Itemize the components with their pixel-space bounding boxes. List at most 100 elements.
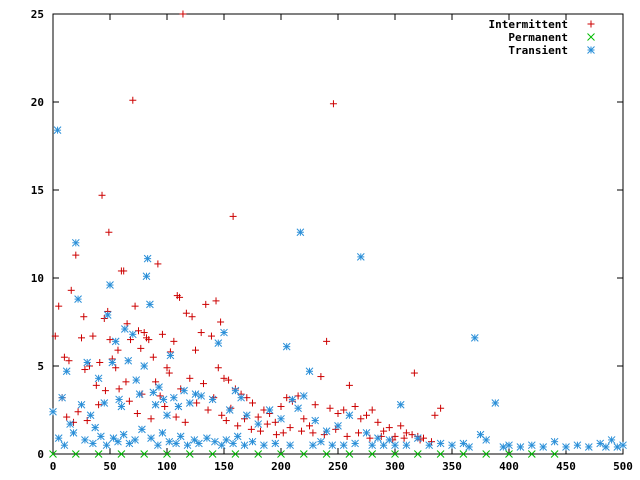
transient-point — [163, 411, 171, 420]
intermittent-point — [397, 422, 405, 430]
transient-point — [180, 386, 188, 395]
intermittent-point — [131, 302, 139, 310]
transient-point — [322, 427, 331, 435]
permanent-point — [459, 450, 468, 458]
transient-point — [71, 238, 80, 247]
transient-point — [368, 441, 377, 450]
intermittent-point — [145, 336, 153, 344]
intermittent-point — [140, 329, 148, 337]
transient-point — [550, 437, 559, 446]
transient-point — [119, 430, 128, 439]
intermittent-point — [300, 415, 308, 423]
intermittent-point — [272, 431, 280, 439]
intermittent-point — [380, 427, 388, 435]
transient-point — [115, 395, 123, 404]
permanent-point — [117, 450, 126, 458]
x-tick-label: 250 — [328, 460, 348, 473]
legend-marker — [587, 46, 595, 54]
transient-point — [155, 383, 163, 391]
transient-point — [231, 386, 240, 395]
intermittent-point — [283, 394, 291, 402]
intermittent-point — [363, 411, 370, 419]
intermittent-point — [207, 332, 215, 340]
intermittent-point — [137, 344, 145, 352]
intermittent-point — [122, 378, 130, 386]
x-tick-label: 150 — [214, 460, 234, 473]
intermittent-point — [279, 429, 287, 437]
permanent-point — [71, 450, 80, 458]
transient-point — [120, 325, 129, 333]
intermittent-point — [179, 10, 187, 18]
intermittent-point — [355, 429, 363, 437]
intermittent-point — [400, 434, 408, 442]
intermittent-point — [340, 406, 348, 414]
intermittent-point — [51, 332, 59, 340]
intermittent-point — [254, 413, 262, 421]
transient-point — [516, 443, 525, 451]
intermittent-point — [120, 267, 128, 275]
transient-point — [396, 400, 405, 409]
transient-point — [607, 436, 616, 444]
intermittent-point — [374, 418, 382, 426]
transient-point — [391, 441, 399, 450]
transient-point — [159, 395, 168, 404]
intermittent-point — [427, 438, 435, 446]
legend-marker — [587, 33, 595, 41]
transient-point — [229, 439, 237, 448]
transient-point — [54, 434, 63, 443]
intermittent-point — [81, 366, 89, 374]
legend-marker — [587, 20, 595, 28]
transient-point — [77, 400, 86, 409]
intermittent-point — [351, 402, 359, 410]
permanent-point — [163, 450, 171, 458]
transient-point — [140, 362, 149, 370]
transient-point — [339, 441, 348, 450]
transient-point — [539, 443, 548, 451]
intermittent-point — [114, 346, 122, 354]
transient-point — [183, 441, 192, 450]
transient-point — [169, 393, 178, 402]
transient-point — [413, 434, 422, 443]
intermittent-point — [129, 96, 137, 104]
intermittent-point — [165, 369, 173, 377]
intermittent-point — [193, 399, 201, 407]
permanent-point — [391, 450, 399, 458]
intermittent-point — [133, 410, 141, 418]
transient-point — [527, 441, 536, 450]
intermittent-point — [154, 260, 162, 268]
intermittent-point — [368, 406, 376, 414]
intermittent-point — [149, 353, 157, 361]
transient-point — [60, 441, 69, 450]
permanent-point — [550, 450, 559, 458]
intermittent-point — [229, 212, 237, 220]
transient-point — [166, 351, 175, 360]
transient-point — [86, 411, 95, 420]
x-tick-label: 450 — [556, 460, 576, 473]
transient-point — [311, 416, 320, 425]
transient-point — [334, 421, 342, 430]
transient-point — [172, 439, 180, 448]
intermittent-point — [218, 411, 226, 419]
intermittent-point — [220, 374, 228, 382]
intermittent-point — [222, 417, 230, 425]
transient-point — [217, 441, 226, 450]
transient-point — [108, 358, 117, 367]
transient-point — [147, 434, 155, 443]
transient-point — [233, 432, 242, 441]
intermittent-point — [115, 385, 123, 393]
transient-point — [185, 399, 194, 407]
intermittent-point — [326, 404, 334, 412]
transient-point — [103, 311, 112, 319]
intermittent-point — [63, 413, 71, 421]
transient-point — [470, 333, 479, 342]
transient-point — [248, 437, 257, 446]
transient-point — [362, 429, 371, 437]
transient-point — [69, 429, 78, 437]
transient-point — [74, 295, 82, 303]
permanent-point — [208, 450, 217, 458]
transient-point — [491, 399, 500, 407]
intermittent-point — [89, 332, 97, 340]
transient-point — [374, 434, 382, 443]
permanent-point — [345, 450, 354, 458]
y-tick-label: 20 — [31, 96, 44, 109]
